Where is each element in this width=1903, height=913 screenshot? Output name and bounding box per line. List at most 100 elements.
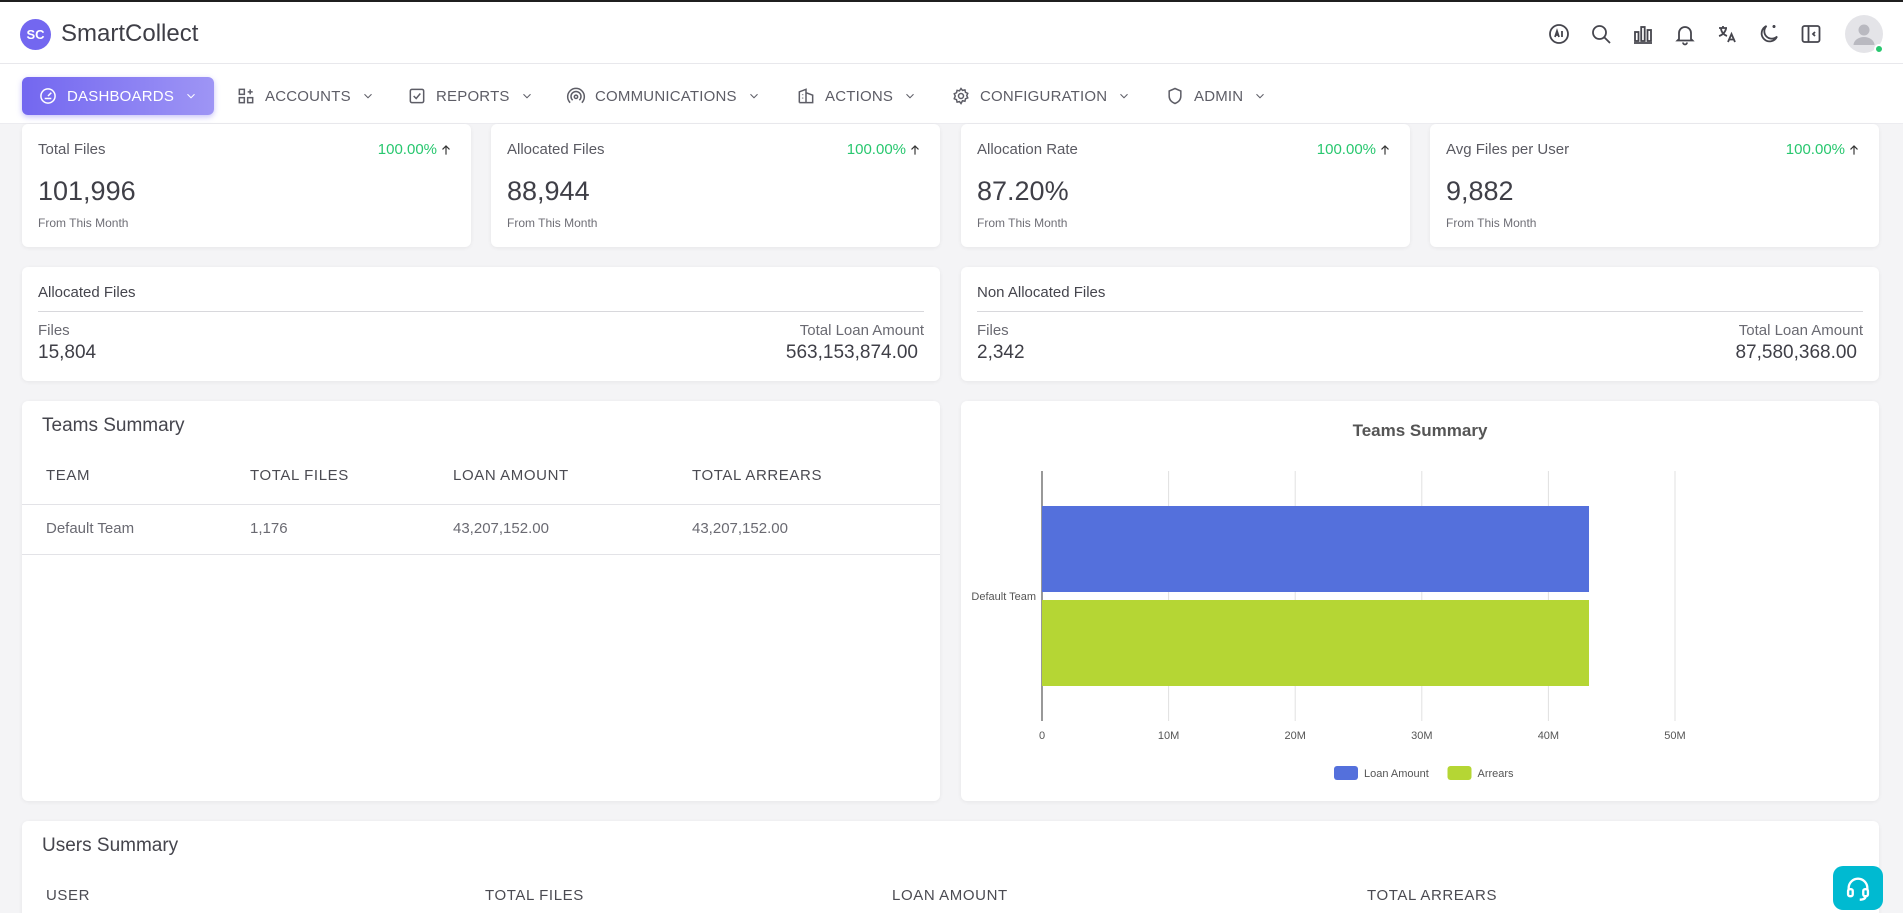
stat-card-allocated-files: Allocated Files 100.00% 88,944 From This… — [491, 124, 940, 247]
nav-accounts[interactable]: ACCOUNTS — [236, 77, 375, 115]
shield-icon — [1168, 87, 1182, 105]
user-icon — [1853, 24, 1875, 45]
broadcast-icon — [566, 87, 586, 104]
chevron-down-icon — [363, 93, 372, 99]
stat-card-avg-files: Avg Files per User 100.00% 9,882 From Th… — [1430, 124, 1879, 247]
ai-icon[interactable] — [1547, 22, 1571, 46]
column-header[interactable]: TEAM — [46, 467, 91, 484]
legend-item[interactable]: Loan Amount — [1334, 766, 1429, 780]
chart-title: Teams Summary — [1353, 421, 1488, 440]
stat-value: 9,882 — [1446, 176, 1514, 206]
teams-summary-chart: Teams Summary 0 10M 20M 30M 40M 50M Default T… — [971, 421, 1686, 780]
gear-icon — [953, 87, 969, 105]
building-icon — [798, 88, 814, 104]
stat-subtitle: From This Month — [507, 216, 598, 230]
loan-amount-value: 87,580,368.00 — [1735, 342, 1857, 363]
cell-total-files: 1,176 — [250, 520, 288, 537]
legend-swatch — [1334, 766, 1358, 780]
x-tick-label: 50M — [1664, 730, 1685, 742]
user-avatar[interactable] — [1845, 15, 1884, 54]
bar-chart-icon[interactable] — [1631, 22, 1655, 46]
nav-admin[interactable]: ADMIN — [1165, 77, 1267, 115]
checkbox-icon — [409, 88, 425, 104]
chevron-down-icon — [906, 93, 914, 99]
divider — [38, 311, 924, 312]
card-title: Non Allocated Files — [977, 284, 1106, 301]
stat-title: Avg Files per User — [1446, 141, 1570, 158]
nav-label: DASHBOARDS — [67, 87, 175, 105]
legend-item[interactable]: Arrears — [1447, 766, 1515, 780]
bell-icon[interactable] — [1673, 22, 1697, 46]
stat-card-total-files: Total Files 100.00% 101,996 From This Mo… — [22, 124, 471, 247]
legend-label: Loan Amount — [1364, 768, 1429, 780]
files-label: Files — [38, 322, 70, 339]
cell-total-arrears: 43,207,152.00 — [692, 520, 788, 537]
top-border — [0, 0, 1903, 2]
moon-icon[interactable] — [1757, 22, 1781, 46]
nav-communications[interactable]: COMMUNICATIONS — [566, 77, 761, 115]
column-header[interactable]: USER — [46, 887, 91, 904]
x-tick-label: 40M — [1538, 730, 1559, 742]
divider — [977, 311, 1863, 312]
stat-change-value: 100.00% — [1785, 141, 1845, 158]
cell-team: Default Team — [46, 520, 135, 537]
search-icon[interactable] — [1589, 22, 1613, 46]
section-title: Users Summary — [42, 835, 179, 856]
loan-amount-value: 563,153,874.00 — [785, 342, 918, 363]
brand-name[interactable]: SmartCollect — [61, 20, 199, 47]
chevron-down-icon — [749, 93, 758, 99]
stat-value: 101,996 — [38, 176, 136, 206]
legend-label: Arrears — [1478, 768, 1515, 780]
teams-summary-chart-card: Teams Summary 0 10M 20M 30M 40M 50M Default T… — [961, 401, 1879, 801]
arrow-up-icon — [442, 144, 450, 155]
stat-title: Total Files — [38, 141, 106, 158]
stat-change-value: 100.00% — [846, 141, 906, 158]
non-allocated-files-card: Non Allocated Files Files 2,342 Total Lo… — [961, 267, 1879, 381]
loan-amount-label: Total Loan Amount — [1738, 322, 1863, 339]
grid-icon — [238, 88, 254, 104]
column-header[interactable]: TOTAL ARREARS — [1367, 887, 1498, 904]
bar-loan-amount[interactable] — [1042, 506, 1590, 592]
translate-icon[interactable] — [1715, 22, 1739, 46]
nav-dashboards[interactable]: DASHBOARDS — [22, 77, 215, 115]
allocated-files-card: Allocated Files Files 15,804 Total Loan … — [22, 267, 940, 381]
sidebar-toggle-icon[interactable] — [1799, 22, 1823, 46]
divider — [22, 504, 940, 505]
stat-subtitle: From This Month — [38, 216, 129, 230]
column-header[interactable]: TOTAL FILES — [250, 467, 349, 484]
nav-actions[interactable]: ACTIONS — [796, 77, 917, 115]
chevron-down-icon — [1120, 93, 1129, 99]
stat-subtitle: From This Month — [977, 216, 1068, 230]
x-tick-label: 30M — [1411, 730, 1432, 742]
bar-arrears[interactable] — [1042, 600, 1590, 686]
chevron-down-icon — [522, 93, 531, 99]
teams-summary-table-card: Teams Summary TEAM TOTAL FILES LOAN AMOU… — [22, 401, 940, 801]
column-header[interactable]: TOTAL FILES — [485, 887, 584, 904]
stat-title: Allocated Files — [507, 141, 605, 158]
app-header: SC SmartCollect — [0, 2, 1903, 64]
stat-value: 88,944 — [507, 176, 590, 206]
users-summary-card: Users Summary USER TOTAL FILES LOAN AMOU… — [22, 821, 1879, 913]
card-title: Allocated Files — [38, 284, 136, 301]
chevron-down-icon — [1256, 93, 1265, 99]
files-value: 2,342 — [977, 342, 1025, 363]
support-button[interactable] — [1833, 866, 1883, 910]
cell-loan-amount: 43,207,152.00 — [453, 520, 549, 537]
nav-reports[interactable]: REPORTS — [407, 77, 534, 115]
stat-change: 100.00% — [847, 141, 922, 158]
stat-card-allocation-rate: Allocation Rate 100.00% 87.20% From This… — [961, 124, 1410, 247]
stat-subtitle: From This Month — [1446, 216, 1537, 230]
app-logo[interactable]: SC — [20, 19, 51, 50]
stat-value: 87.20% — [977, 176, 1069, 206]
nav-configuration[interactable]: CONFIGURATION — [951, 77, 1131, 115]
section-title: Teams Summary — [42, 415, 185, 436]
stat-title: Allocation Rate — [977, 141, 1078, 158]
nav-label: COMMUNICATIONS — [595, 87, 737, 105]
column-header[interactable]: LOAN AMOUNT — [453, 467, 569, 484]
files-value: 15,804 — [38, 342, 97, 363]
main-nav: DASHBOARDS ACCOUNTS REPORTS COMMUNICATIO… — [0, 64, 1903, 124]
column-header[interactable]: TOTAL ARREARS — [692, 467, 823, 484]
stat-change-value: 100.00% — [377, 141, 437, 158]
column-header[interactable]: LOAN AMOUNT — [892, 887, 1008, 904]
stat-change: 100.00% — [378, 141, 453, 158]
